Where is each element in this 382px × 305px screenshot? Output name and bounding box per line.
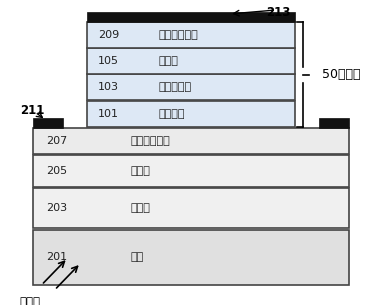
Text: 上电极接触层: 上电极接触层 <box>158 30 198 40</box>
Text: 101: 101 <box>98 109 119 119</box>
Bar <box>87 74 295 100</box>
Text: 量子阱层: 量子阱层 <box>158 109 185 119</box>
Bar <box>319 118 349 128</box>
Text: 50个周期: 50个周期 <box>322 67 361 81</box>
Bar <box>87 22 295 48</box>
Text: 105: 105 <box>98 56 119 66</box>
Bar <box>33 188 349 228</box>
Bar <box>33 155 349 187</box>
Text: 205: 205 <box>46 166 67 176</box>
Text: 势垒层: 势垒层 <box>158 56 178 66</box>
Bar <box>33 230 349 285</box>
Text: 下电极接触层: 下电极接触层 <box>131 136 171 146</box>
Text: 成核层: 成核层 <box>131 166 151 176</box>
Text: 207: 207 <box>46 136 67 146</box>
Text: 极化调控层: 极化调控层 <box>158 82 191 92</box>
Text: 203: 203 <box>46 203 67 213</box>
Text: 211: 211 <box>19 103 44 117</box>
Text: 红外光: 红外光 <box>19 296 40 305</box>
Bar <box>87 48 295 74</box>
Text: 213: 213 <box>266 6 290 19</box>
Bar <box>33 128 349 154</box>
Bar <box>87 12 295 22</box>
Bar <box>87 101 295 127</box>
Text: 103: 103 <box>98 82 119 92</box>
Text: 209: 209 <box>98 30 120 40</box>
Text: 201: 201 <box>46 253 67 263</box>
Text: 缓冲层: 缓冲层 <box>131 203 151 213</box>
Bar <box>33 118 63 128</box>
Text: 衯底: 衯底 <box>131 253 144 263</box>
